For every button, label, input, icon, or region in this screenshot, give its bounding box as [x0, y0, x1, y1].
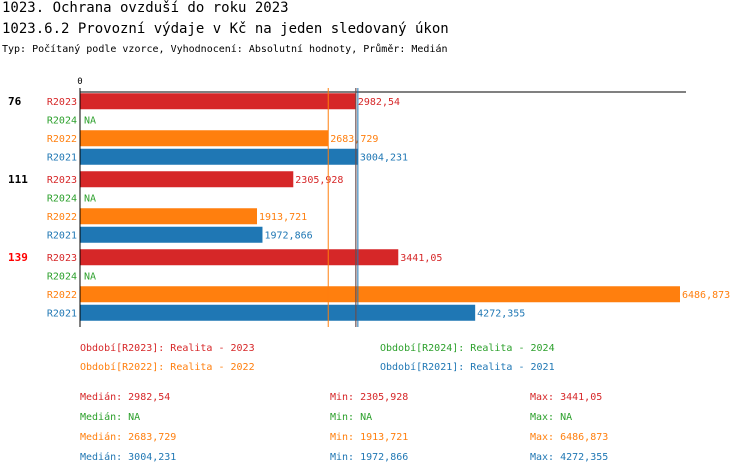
legend-item-r2023: Období[R2023]: Realita - 2023 [80, 343, 255, 354]
bar-value-label: 3441,05 [400, 253, 442, 264]
bar-value-label: 6486,873 [682, 290, 730, 301]
stat-min-r2021: Min: 1972,866 [330, 452, 409, 463]
stat-max-r2022: Max: 6486,873 [530, 432, 609, 443]
stat-max-r2021: Max: 4272,355 [530, 452, 609, 463]
group-label: 76 [8, 95, 22, 108]
bar-value-label: NA [84, 115, 96, 126]
bar-value-label: 1913,721 [259, 212, 307, 223]
chart-meta: Typ: Počítaný podle vzorce, Vyhodnocení:… [2, 44, 448, 55]
bar-r2021 [80, 304, 476, 321]
bar-series-label: R2021 [47, 308, 77, 319]
legend-item-r2022: Období[R2022]: Realita - 2022 [80, 362, 255, 373]
bar-value-label: NA [84, 271, 96, 282]
stat-min-r2022: Min: 1913,721 [330, 432, 409, 443]
bar-value-label: NA [84, 193, 96, 204]
stat-median-r2023: Medián: 2982,54 [80, 392, 171, 403]
legend-item-r2021: Období[R2021]: Realita - 2021 [380, 362, 555, 373]
stat-median-r2024: Medián: NA [80, 412, 141, 423]
bar-series-label: R2022 [47, 134, 77, 145]
bar-series-label: R2021 [47, 152, 77, 163]
group-label: 139 [8, 251, 28, 264]
bar-series-label: R2023 [47, 175, 77, 186]
axis-zero-label: 0 [77, 77, 82, 87]
bar-r2022 [80, 208, 258, 225]
stat-max-r2023: Max: 3441,05 [530, 392, 603, 403]
bar-value-label: 3004,231 [360, 152, 408, 163]
bar-r2022 [80, 130, 329, 147]
stat-min-r2023: Min: 2305,928 [330, 392, 409, 403]
bar-value-label: 2305,928 [295, 175, 343, 186]
bar-series-label: R2024 [47, 271, 77, 282]
stat-max-r2024: Max: NA [530, 412, 573, 423]
bar-r2021 [80, 226, 263, 243]
stat-median-r2022: Medián: 2683,729 [80, 432, 177, 443]
bar-series-label: R2024 [47, 193, 77, 204]
stat-median-r2021: Medián: 3004,231 [80, 452, 177, 463]
bar-series-label: R2024 [47, 115, 77, 126]
bar-r2022 [80, 286, 680, 303]
chart-subtitle: 1023.6.2 Provozní výdaje v Kč na jeden s… [2, 21, 449, 37]
legend-item-r2024: Období[R2024]: Realita - 2024 [380, 343, 555, 354]
bar-value-label: 1972,866 [264, 230, 312, 241]
bar-r2023 [80, 249, 399, 266]
bar-value-label: 2683,729 [330, 134, 378, 145]
bar-r2021 [80, 148, 358, 165]
bar-r2023 [80, 171, 294, 188]
bar-series-label: R2023 [47, 97, 77, 108]
bar-series-label: R2021 [47, 230, 77, 241]
bar-series-label: R2022 [47, 212, 77, 223]
group-label: 111 [8, 173, 28, 186]
bar-r2023 [80, 93, 356, 110]
chart-title: 1023. Ochrana ovzduší do roku 2023 [2, 0, 289, 16]
stat-min-r2024: Min: NA [330, 412, 373, 423]
bar-value-label: 2982,54 [358, 97, 400, 108]
bar-series-label: R2022 [47, 290, 77, 301]
bar-value-label: 4272,355 [477, 308, 525, 319]
bar-series-label: R2023 [47, 253, 77, 264]
